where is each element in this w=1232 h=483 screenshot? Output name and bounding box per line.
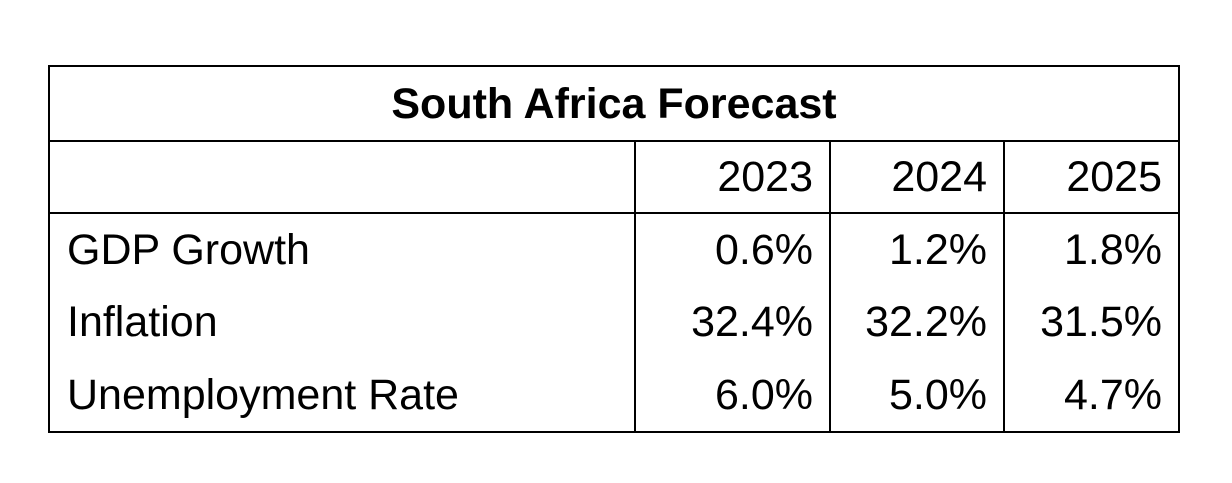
row-label-unemployment-rate: Unemployment Rate	[48, 359, 636, 433]
title-row: South Africa Forecast	[48, 65, 1180, 142]
cell-inflation-2025: 31.5%	[1003, 286, 1180, 359]
forecast-table: South Africa Forecast 2023 2024 2025 GDP…	[48, 65, 1180, 433]
row-label-gdp-growth: GDP Growth	[48, 213, 636, 286]
cell-unemployment-rate-2024: 5.0%	[829, 359, 1005, 433]
row-label-inflation: Inflation	[48, 286, 636, 359]
table-title: South Africa Forecast	[48, 65, 1180, 142]
cell-gdp-growth-2023: 0.6%	[634, 213, 831, 286]
column-header-2024: 2024	[829, 141, 1005, 214]
forecast-table-container: South Africa Forecast 2023 2024 2025 GDP…	[48, 65, 1180, 433]
column-header-2025: 2025	[1003, 141, 1180, 214]
cell-gdp-growth-2024: 1.2%	[829, 213, 1005, 286]
header-row: 2023 2024 2025	[48, 141, 1180, 214]
cell-gdp-growth-2025: 1.8%	[1003, 213, 1180, 286]
cell-inflation-2024: 32.2%	[829, 286, 1005, 359]
column-header-2023: 2023	[634, 141, 831, 214]
header-corner-cell	[48, 141, 636, 214]
table-row-gdp-growth: GDP Growth 0.6% 1.2% 1.8%	[48, 213, 1180, 286]
table-row-inflation: Inflation 32.4% 32.2% 31.5%	[48, 286, 1180, 359]
table-row-unemployment-rate: Unemployment Rate 6.0% 5.0% 4.7%	[48, 359, 1180, 433]
cell-unemployment-rate-2023: 6.0%	[634, 359, 831, 433]
cell-inflation-2023: 32.4%	[634, 286, 831, 359]
cell-unemployment-rate-2025: 4.7%	[1003, 359, 1180, 433]
